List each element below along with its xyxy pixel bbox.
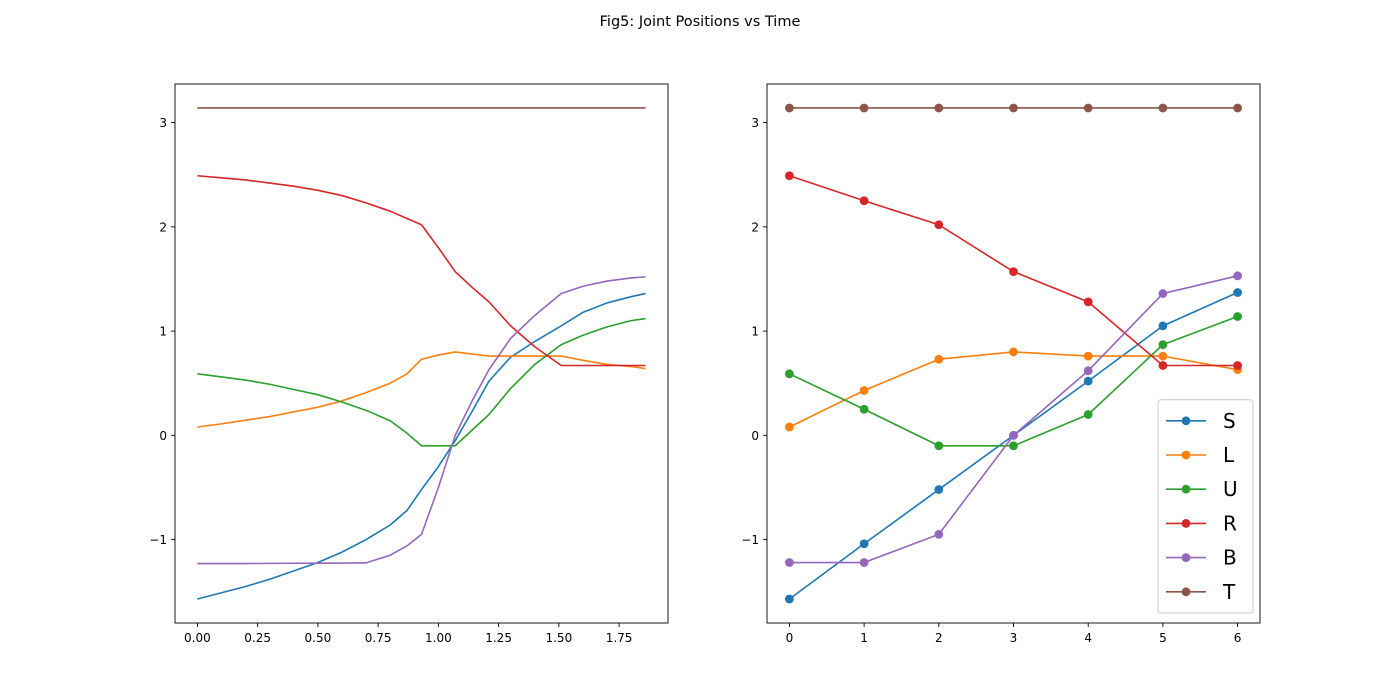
data-point-L — [1158, 351, 1168, 361]
data-point-S — [1158, 321, 1168, 331]
data-point-T — [859, 103, 869, 113]
legend-label-S: S — [1223, 409, 1236, 433]
legend-label-U: U — [1223, 477, 1238, 501]
legend-marker-T — [1181, 587, 1191, 597]
data-point-T — [1233, 103, 1242, 113]
figure-title: Fig5: Joint Positions vs Time — [600, 14, 801, 30]
y-tick-label: 0 — [751, 429, 759, 443]
data-point-B — [1083, 366, 1093, 376]
data-point-R — [859, 196, 869, 206]
x-tick-label: 1.25 — [485, 631, 512, 645]
data-point-U — [1009, 441, 1018, 451]
data-point-S — [859, 539, 869, 549]
y-tick-label: 2 — [751, 220, 759, 234]
series-line-5 — [197, 276, 646, 565]
x-tick-label: 2 — [935, 631, 943, 645]
legend-label-T: T — [1222, 580, 1236, 604]
x-tick-label: 4 — [1084, 631, 1092, 645]
x-tick-label: 1.00 — [425, 631, 452, 645]
data-point-R — [1009, 267, 1018, 277]
x-tick-label: 3 — [1010, 631, 1018, 645]
legend-marker-L — [1181, 450, 1191, 460]
x-tick-label: 6 — [1234, 631, 1242, 645]
x-tick-label: 0.00 — [184, 631, 211, 645]
data-point-B — [1158, 289, 1168, 298]
data-point-R — [1233, 361, 1242, 370]
data-point-R — [934, 220, 944, 230]
data-point-L — [934, 354, 944, 364]
legend-label-B: B — [1223, 546, 1237, 570]
x-tick-label: 0.50 — [305, 631, 332, 645]
x-tick-label: 0.25 — [244, 631, 271, 645]
y-tick-label: −1 — [149, 533, 167, 547]
data-point-B — [859, 558, 869, 567]
legend-label-L: L — [1223, 443, 1235, 467]
data-point-S — [1233, 288, 1242, 297]
y-tick-label: 0 — [159, 429, 167, 443]
data-point-T — [785, 103, 794, 113]
series-line-4 — [197, 174, 646, 367]
data-point-B — [785, 558, 794, 567]
data-point-L — [1083, 351, 1093, 361]
data-point-B — [1233, 271, 1242, 281]
data-point-U — [1158, 340, 1168, 350]
data-point-T — [1009, 103, 1018, 113]
legend-marker-S — [1181, 416, 1191, 426]
left-plot: 0.00 0.25 0.50 0.75 1.00 1.25 1.50 1.75 −1 0 1 2 3 — [149, 83, 669, 645]
x-tick-label: 0 — [786, 631, 794, 645]
data-point-L — [859, 386, 869, 395]
x-tick-label: 1.75 — [606, 631, 633, 645]
data-point-U — [1233, 312, 1242, 321]
series-line-2 — [197, 351, 646, 428]
y-tick-label: 2 — [159, 220, 167, 234]
data-point-R — [1083, 297, 1093, 307]
series-line-1 — [197, 292, 646, 600]
data-point-R — [785, 171, 794, 181]
x-tick-label: 0.75 — [365, 631, 392, 645]
legend-label-R: R — [1223, 511, 1237, 535]
data-point-U — [934, 441, 944, 451]
y-tick-label: 1 — [751, 325, 759, 339]
legend-box — [1157, 399, 1254, 614]
data-point-U — [785, 369, 794, 379]
x-tick-label: 1.50 — [545, 631, 572, 645]
legend-marker-B — [1181, 553, 1191, 562]
data-point-S — [785, 594, 794, 604]
x-tick-label: 5 — [1159, 631, 1167, 645]
axes-frame — [174, 83, 669, 624]
x-tick-label: 1 — [860, 631, 868, 645]
legend-marker-R — [1181, 519, 1191, 528]
y-tick-label: 3 — [159, 116, 167, 130]
data-point-U — [859, 404, 869, 414]
data-point-T — [934, 103, 944, 113]
data-point-T — [1158, 103, 1168, 113]
data-point-B — [934, 529, 944, 539]
data-point-L — [785, 422, 794, 432]
legend-marker-U — [1181, 484, 1191, 494]
data-point-U — [1083, 410, 1093, 419]
data-point-S — [1083, 376, 1093, 386]
y-tick-label: −1 — [741, 533, 759, 547]
data-point-S — [934, 485, 944, 494]
data-point-T — [1083, 103, 1093, 113]
series-line-3 — [197, 317, 646, 447]
y-tick-label: 1 — [159, 325, 167, 339]
data-point-R — [1158, 361, 1168, 370]
data-point-B — [1009, 430, 1018, 440]
y-tick-label: 3 — [751, 116, 759, 130]
data-point-L — [1009, 347, 1018, 357]
